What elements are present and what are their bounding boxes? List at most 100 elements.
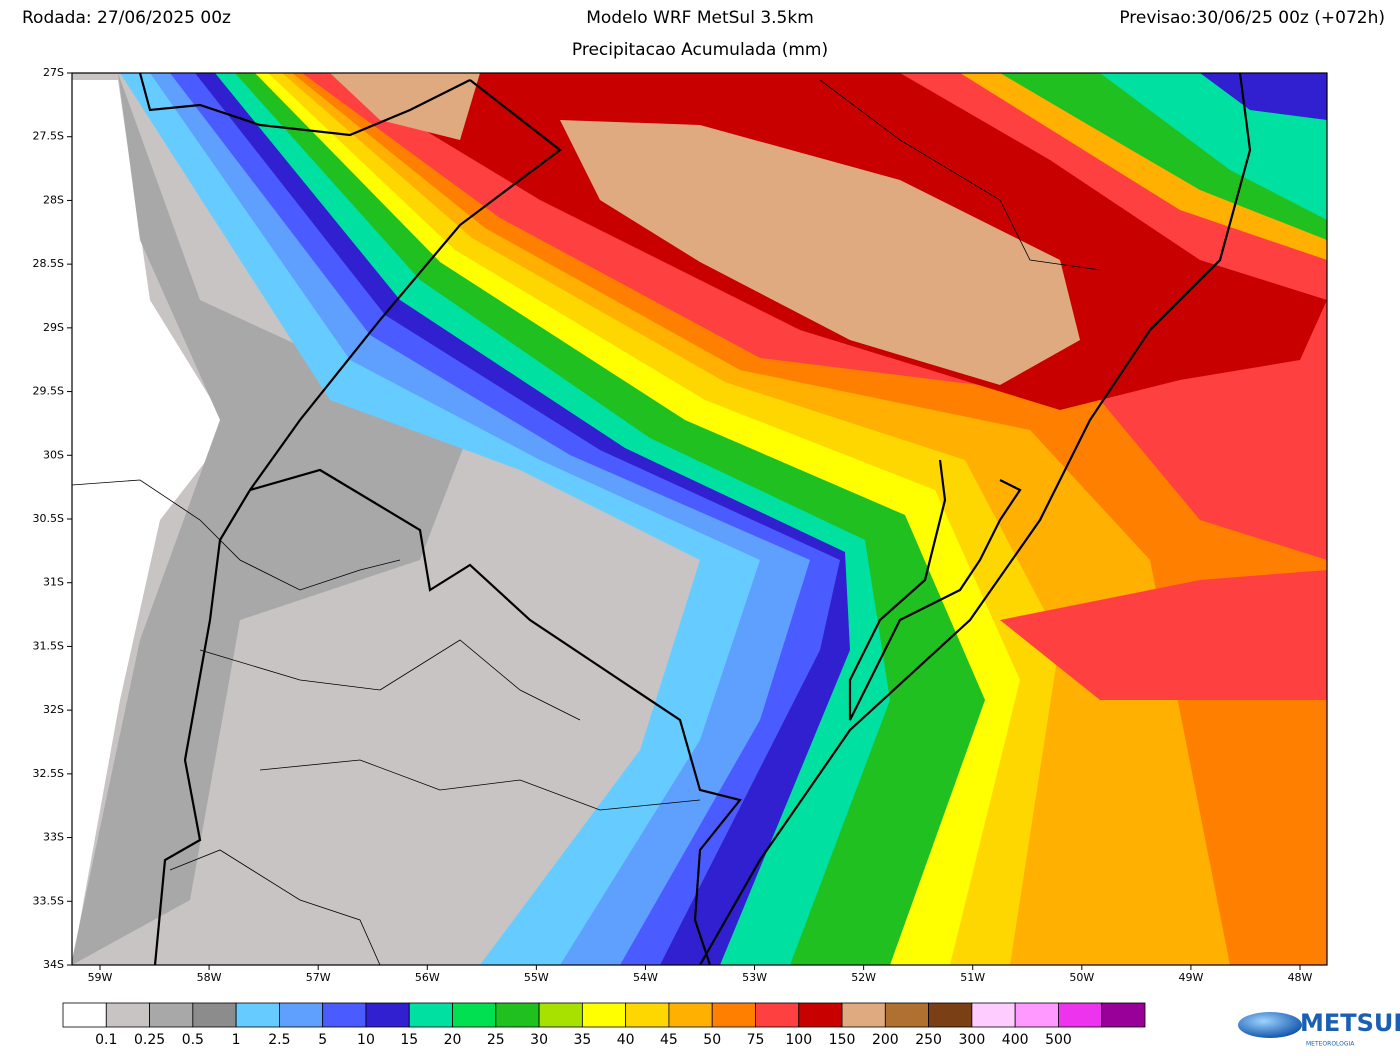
colorbar-swatch bbox=[1101, 1002, 1146, 1028]
boundary-line bbox=[259, 759, 701, 811]
lat-label: 32S bbox=[43, 703, 64, 716]
lat-label: 31.5S bbox=[33, 639, 64, 652]
colorbar-label: 45 bbox=[660, 1032, 678, 1048]
lat-label: 28.5S bbox=[33, 257, 64, 270]
colorbar-swatch bbox=[884, 1002, 930, 1028]
boundary-line bbox=[199, 639, 581, 721]
boundary-line bbox=[848, 459, 1022, 721]
colorbar-swatch bbox=[668, 1002, 713, 1028]
boundary-line bbox=[169, 849, 381, 965]
sub-borders bbox=[72, 79, 1101, 965]
lon-label: 55W bbox=[524, 971, 549, 984]
forecast-label: Previsao:30/06/25 00z (+072h) bbox=[1119, 8, 1385, 28]
colorbar-label: 40 bbox=[617, 1032, 635, 1048]
lon-label: 59W bbox=[88, 971, 113, 984]
colorbar-swatch bbox=[105, 1002, 150, 1028]
colorbar-swatch bbox=[322, 1002, 367, 1028]
lat-label: 27S bbox=[43, 66, 64, 79]
logo: METSUL METEOROLOGIA bbox=[1238, 1009, 1400, 1048]
colorbar-label: 400 bbox=[1002, 1032, 1029, 1048]
lon-label: 57W bbox=[306, 971, 331, 984]
colorbar-swatch bbox=[495, 1002, 540, 1028]
precip-area bbox=[1000, 570, 1327, 700]
colorbar-label: 500 bbox=[1045, 1032, 1072, 1048]
lon-label: 49W bbox=[1178, 971, 1203, 984]
colorbar-label: 2.5 bbox=[268, 1032, 290, 1048]
colorbar-swatch bbox=[365, 1002, 410, 1028]
lon-label: 53W bbox=[742, 971, 767, 984]
boundary-line bbox=[819, 79, 1101, 271]
lat-label: 31S bbox=[43, 576, 64, 589]
colorbar-swatch bbox=[971, 1002, 1016, 1028]
colorbar-label: 50 bbox=[703, 1032, 721, 1048]
colorbar-swatch bbox=[149, 1002, 194, 1028]
precip-area bbox=[560, 120, 1080, 385]
lat-label: 32.5S bbox=[33, 767, 64, 780]
boundary-line bbox=[153, 79, 562, 965]
colorbar-label: 0.25 bbox=[134, 1032, 165, 1048]
colorbar-swatch bbox=[625, 1002, 670, 1028]
lat-label: 28S bbox=[43, 193, 64, 206]
boundary-line bbox=[138, 73, 471, 137]
colorbar: 0.1 0.25 0.5 1 2.5 5 10 15 20 25 30 35 40 45 50 75 100 15… bbox=[62, 1002, 1146, 1048]
logo-name: METSUL bbox=[1300, 1009, 1400, 1037]
colorbar-swatch bbox=[235, 1002, 280, 1028]
lat-label: 34S bbox=[43, 958, 64, 971]
logo-globe bbox=[1238, 1012, 1302, 1038]
boundary-line bbox=[249, 468, 742, 965]
lat-label: 27.5S bbox=[33, 130, 64, 143]
colorbar-swatch bbox=[841, 1002, 886, 1028]
lon-label: 54W bbox=[633, 971, 658, 984]
colorbar-swatch bbox=[192, 1002, 237, 1028]
colorbar-label: 200 bbox=[872, 1032, 899, 1048]
colorbar-swatch bbox=[581, 1002, 627, 1028]
lat-label: 29.5S bbox=[33, 385, 64, 398]
colorbar-label: 1 bbox=[232, 1032, 241, 1048]
colorbar-label: 20 bbox=[444, 1032, 462, 1048]
logo-tagline: METEOROLOGIA bbox=[1306, 1041, 1355, 1048]
run-label: Rodada: 27/06/2025 00z bbox=[22, 8, 231, 28]
lat-label: 33.5S bbox=[33, 894, 64, 907]
colorbar-label: 75 bbox=[747, 1032, 765, 1048]
subtitle: Precipitacao Acumulada (mm) bbox=[572, 40, 828, 60]
title: Modelo WRF MetSul 3.5km bbox=[586, 8, 814, 28]
lat-label: 29S bbox=[43, 321, 64, 334]
colorbar-swatch bbox=[928, 1002, 973, 1028]
colorbar-label: 250 bbox=[915, 1032, 942, 1048]
axes: 27S 27.5S 28S 28.5S 29S 29.5S 30S 30.5S 31S 31.5S… bbox=[33, 66, 1313, 984]
lon-label: 48W bbox=[1288, 971, 1313, 984]
colorbar-swatch bbox=[711, 1002, 756, 1028]
boundary-line bbox=[72, 479, 401, 591]
lat-label: 33S bbox=[43, 831, 64, 844]
colorbar-label: 100 bbox=[785, 1032, 812, 1048]
colorbar-swatch bbox=[452, 1002, 497, 1028]
colorbar-label: 30 bbox=[530, 1032, 548, 1048]
colorbar-label: 150 bbox=[829, 1032, 856, 1048]
colorbar-label: 300 bbox=[959, 1032, 986, 1048]
colorbar-label: 15 bbox=[400, 1032, 418, 1048]
colorbar-swatch bbox=[798, 1002, 843, 1028]
colorbar-swatch bbox=[62, 1002, 107, 1028]
colorbar-swatch bbox=[278, 1002, 324, 1028]
colorbar-label: 35 bbox=[573, 1032, 591, 1048]
colorbar-swatch bbox=[1014, 1002, 1059, 1028]
colorbar-label: 25 bbox=[487, 1032, 505, 1048]
lat-label: 30.5S bbox=[33, 512, 64, 525]
colorbar-label: 0.1 bbox=[95, 1032, 117, 1048]
precip-field bbox=[72, 73, 1327, 965]
boundary-line bbox=[699, 73, 1252, 965]
borders bbox=[138, 73, 1252, 965]
colorbar-label: 0.5 bbox=[182, 1032, 204, 1048]
precip-area bbox=[1200, 73, 1327, 120]
colorbar-label: 10 bbox=[357, 1032, 375, 1048]
lat-label: 30S bbox=[43, 448, 64, 461]
lon-label: 52W bbox=[851, 971, 876, 984]
colorbar-swatch bbox=[538, 1002, 583, 1028]
lon-label: 50W bbox=[1069, 971, 1094, 984]
colorbar-swatch bbox=[1058, 1002, 1103, 1028]
precip-area bbox=[72, 80, 230, 965]
precip-area bbox=[330, 73, 480, 140]
colorbar-swatch bbox=[755, 1002, 800, 1028]
precip-area bbox=[72, 73, 470, 965]
